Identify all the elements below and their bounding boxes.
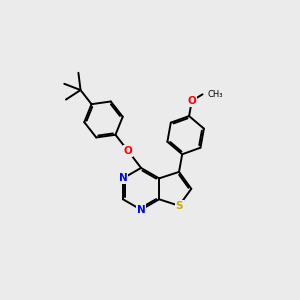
Text: S: S	[175, 201, 183, 211]
Text: N: N	[118, 173, 127, 183]
Text: N: N	[137, 205, 146, 215]
Text: O: O	[124, 146, 132, 156]
Text: O: O	[188, 96, 196, 106]
Text: CH₃: CH₃	[207, 90, 223, 99]
